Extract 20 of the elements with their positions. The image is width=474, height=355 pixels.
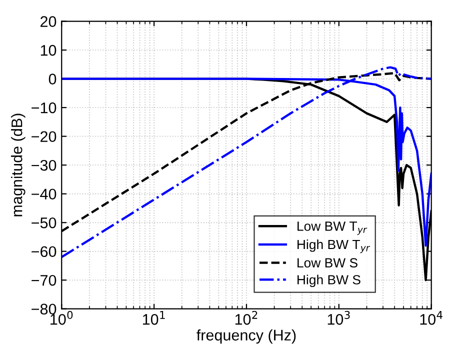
y-tick-label: −10 xyxy=(32,102,56,114)
y-tick-label: 10 xyxy=(40,44,56,56)
x-tick-label: 10$^{3}$ xyxy=(328,310,350,325)
legend-label: High BW T$_{yr}$ xyxy=(298,239,370,254)
y-tick-label: 0 xyxy=(48,74,56,84)
y-tick-label: −20 xyxy=(32,131,56,142)
y-tick-label: −50 xyxy=(32,217,56,228)
y-tick-label: −30 xyxy=(32,160,56,171)
x-axis-title: frequency (Hz) xyxy=(196,329,296,344)
x-tick-label: 10$^{1}$ xyxy=(142,311,165,325)
y-tick-label: −60 xyxy=(32,246,56,258)
legend-label: High BW S xyxy=(298,274,360,288)
y-tick-label: −70 xyxy=(32,274,56,286)
legend-label: Low BW T$_{yr}$ xyxy=(298,222,368,235)
legend-label: Low BW S xyxy=(298,258,358,268)
y-tick-label: 20 xyxy=(40,16,56,27)
y-axis-title: magnitude (dB) xyxy=(11,114,26,216)
y-tick-label: −40 xyxy=(32,188,56,200)
x-tick-label: 10$^{2}$ xyxy=(235,310,258,325)
x-tick-label: 10$^{4}$ xyxy=(420,311,442,325)
